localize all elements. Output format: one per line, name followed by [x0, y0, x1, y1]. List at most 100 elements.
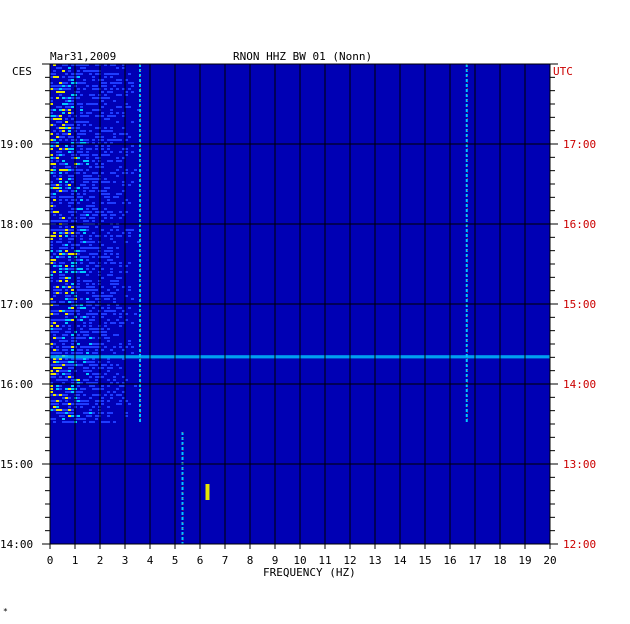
noise-cell [86, 400, 89, 402]
noise-cell [101, 367, 104, 369]
noise-cell [110, 91, 113, 93]
noise-cell [89, 148, 92, 150]
noise-cell [101, 97, 104, 99]
noise-cell [53, 334, 56, 336]
noise-cell [56, 352, 59, 354]
noise-cell [113, 301, 116, 303]
noise-cell [101, 277, 104, 279]
noise-cell [65, 373, 68, 375]
noise-cell [65, 322, 68, 324]
noise-cell [128, 229, 131, 231]
noise-cell [113, 73, 116, 75]
noise-cell [86, 163, 89, 165]
noise-cell [131, 82, 134, 84]
noise-cell [110, 235, 113, 237]
noise-cell [116, 196, 119, 198]
noise-cell [95, 298, 98, 300]
noise-cell [71, 364, 74, 366]
noise-cell [50, 271, 53, 273]
noise-cell [92, 331, 95, 333]
noise-cell [83, 211, 86, 213]
noise-cell [65, 106, 68, 108]
noise-cell [125, 295, 128, 297]
noise-cell [50, 85, 53, 87]
noise-cell [116, 235, 119, 237]
noise-cell [71, 379, 74, 381]
noise-cell [71, 73, 74, 75]
noise-cell [110, 88, 113, 90]
noise-cell [113, 262, 116, 264]
noise-cell [110, 367, 113, 369]
noise-cell [83, 193, 86, 195]
noise-cell [77, 91, 80, 93]
noise-cell [107, 256, 110, 258]
noise-cell [53, 400, 56, 402]
noise-cell [56, 121, 59, 123]
noise-cell [119, 166, 122, 168]
noise-cell [71, 319, 74, 321]
noise-cell [80, 349, 83, 351]
noise-cell [71, 244, 74, 246]
noise-cell [107, 145, 110, 147]
noise-cell [107, 370, 110, 372]
noise-cell [128, 202, 131, 204]
noise-cell [53, 229, 56, 231]
noise-cell [65, 394, 68, 396]
noise-cell [62, 334, 65, 336]
noise-cell [62, 346, 65, 348]
noise-cell [110, 151, 113, 153]
noise-cell [56, 379, 59, 381]
noise-cell [50, 208, 53, 210]
noise-cell [65, 121, 68, 123]
noise-cell [71, 118, 74, 120]
noise-cell [137, 109, 140, 111]
noise-cell [110, 274, 113, 276]
noise-cell [56, 229, 59, 231]
noise-cell [80, 307, 83, 309]
noise-cell [95, 328, 98, 330]
noise-cell [128, 232, 131, 234]
noise-cell [71, 391, 74, 393]
noise-cell [95, 403, 98, 405]
noise-cell [83, 121, 86, 123]
noise-cell [101, 166, 104, 168]
noise-cell [71, 235, 74, 237]
noise-cell [95, 226, 98, 228]
noise-cell [50, 262, 53, 264]
noise-cell [116, 280, 119, 282]
noise-cell [116, 253, 119, 255]
noise-cell [113, 286, 116, 288]
y-tick-label-right: 16:00 [563, 218, 596, 231]
noise-cell [50, 193, 53, 195]
noise-cell [71, 403, 74, 405]
noise-cell [125, 400, 128, 402]
noise-cell [77, 208, 80, 210]
noise-cell [107, 328, 110, 330]
noise-cell [86, 346, 89, 348]
noise-cell [65, 139, 68, 141]
noise-cell [77, 304, 80, 306]
noise-cell [65, 73, 68, 75]
x-tick-label: 18 [493, 554, 506, 567]
noise-cell [71, 139, 74, 141]
noise-cell [71, 352, 74, 354]
noise-cell [56, 346, 59, 348]
noise-cell [86, 148, 89, 150]
noise-cell [110, 271, 113, 273]
noise-cell [92, 190, 95, 192]
noise-cell [92, 319, 95, 321]
noise-cell [59, 274, 62, 276]
noise-cell [59, 238, 62, 240]
noise-cell [107, 115, 110, 117]
noise-cell [65, 379, 68, 381]
noise-cell [125, 79, 128, 81]
noise-cell [107, 196, 110, 198]
noise-cell [110, 292, 113, 294]
noise-cell [65, 361, 68, 363]
noise-cell [68, 196, 71, 198]
noise-cell [62, 421, 65, 423]
noise-cell [92, 70, 95, 72]
noise-cell [56, 364, 59, 366]
noise-cell [95, 313, 98, 315]
noise-cell [71, 148, 74, 150]
